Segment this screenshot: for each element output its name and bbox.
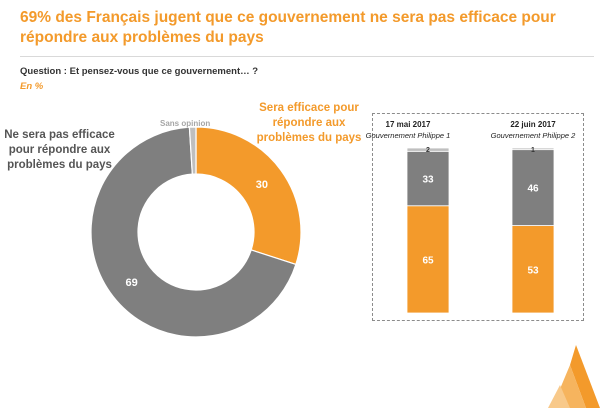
question-text: Question : Et pensez-vous que ce gouvern… (20, 66, 259, 77)
bar-value-label: 2 (426, 147, 430, 154)
bar-segment-no-opinion-2 (511, 147, 555, 151)
donut-chart: 30 69 (90, 126, 302, 338)
bar-segment-effective-2 (511, 225, 555, 314)
legend-label-not-effective: Ne sera pas efficace pour répondre aux p… (4, 129, 115, 171)
bar-value-label: 33 (422, 175, 434, 186)
column-government-1: Gouvernement Philippe 1 (365, 131, 451, 140)
donut-value-not-effective: 69 (125, 277, 137, 289)
page-title: 69% des Français jugent que ce gouvernem… (20, 9, 556, 46)
column-date-1: 17 mai 2017 (385, 120, 431, 129)
legend-label-effective: Sera efficace pour répondre aux problème… (256, 102, 362, 144)
donut-slice-effective (195, 126, 302, 266)
legend-label-no-opinion: Sans opinion (160, 119, 211, 128)
donut-value-effective: 30 (256, 179, 268, 191)
comparison-panel (372, 113, 584, 321)
bar-segment-not-effective-1 (406, 150, 450, 207)
brand-logo-icon (548, 345, 600, 408)
bar-value-label: 1 (531, 147, 535, 154)
donut-slice-no-opinion (188, 126, 197, 175)
column-date-2: 22 juin 2017 (510, 120, 556, 129)
donut-slice-not-effective (90, 126, 297, 338)
column-government-2: Gouvernement Philippe 2 (490, 131, 576, 140)
title-divider (20, 56, 594, 57)
stacked-bar-chart: 65 33 2 53 46 1 (406, 147, 555, 314)
bar-value-label: 65 (422, 255, 434, 266)
bar-segment-no-opinion-1 (406, 147, 450, 152)
bar-value-label: 53 (527, 265, 539, 276)
bar-segment-effective-1 (406, 205, 450, 314)
unit-label: En % (20, 81, 44, 92)
bar-value-label: 46 (527, 184, 539, 195)
bar-segment-not-effective-2 (511, 149, 555, 226)
